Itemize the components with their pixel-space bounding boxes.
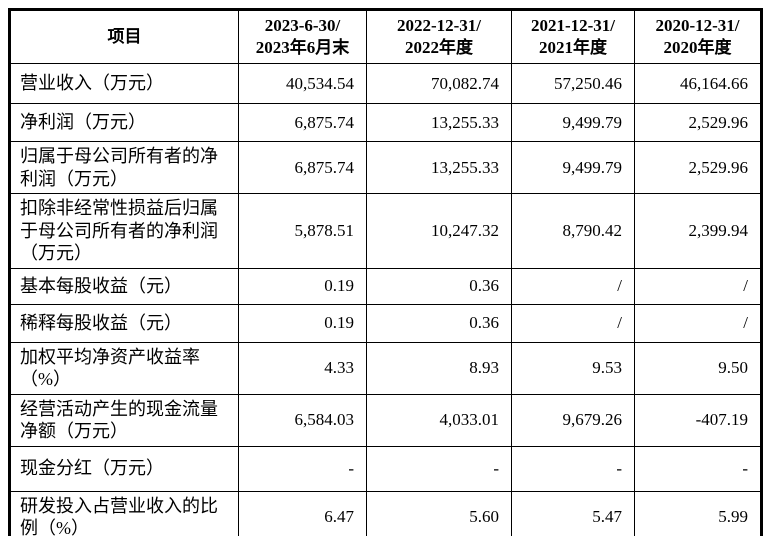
row-value: / xyxy=(634,267,762,305)
header-period-line2: 2022年度 xyxy=(405,38,473,58)
row-value: - xyxy=(238,445,367,492)
row-value: 6,584.03 xyxy=(238,393,367,447)
header-period-2021: 2021-12-31/ 2021年度 xyxy=(511,8,635,65)
row-value: 2,529.96 xyxy=(634,103,762,143)
row-label: 扣除非经常性损益后归属于母公司所有者的净利润（万元） xyxy=(9,193,239,269)
row-label: 净利润（万元） xyxy=(9,103,239,143)
financial-summary-table: 项目 2023-6-30/ 2023年6月末 2022-12-31/ 2022年… xyxy=(8,8,763,536)
row-value: 2,529.96 xyxy=(634,141,762,195)
row-label: 现金分红（万元） xyxy=(9,445,239,492)
row-value: 4,033.01 xyxy=(366,393,512,447)
table-body: 营业收入（万元） 40,534.54 70,082.74 57,250.46 4… xyxy=(9,63,762,536)
table-row: 归属于母公司所有者的净利润（万元） 6,875.74 13,255.33 9,4… xyxy=(9,141,762,195)
row-value: 70,082.74 xyxy=(366,63,512,105)
row-label: 经营活动产生的现金流量净额（万元） xyxy=(9,393,239,447)
header-period-line1: 2023-6-30/ xyxy=(264,16,341,35)
row-value: - xyxy=(366,445,512,492)
row-label: 基本每股收益（元） xyxy=(9,267,239,305)
row-value: 0.19 xyxy=(238,267,367,305)
header-item-label: 项目 xyxy=(9,8,239,65)
row-value: 6.47 xyxy=(238,490,367,536)
header-period-line1: 2020-12-31/ xyxy=(655,16,740,35)
row-value: / xyxy=(634,303,762,343)
row-value: 13,255.33 xyxy=(366,141,512,195)
table-row: 经营活动产生的现金流量净额（万元） 6,584.03 4,033.01 9,67… xyxy=(9,393,762,447)
table-row: 研发投入占营业收入的比例（%） 6.47 5.60 5.47 5.99 xyxy=(9,490,762,536)
row-value: 8.93 xyxy=(366,341,512,395)
table-row: 加权平均净资产收益率（%） 4.33 8.93 9.53 9.50 xyxy=(9,341,762,395)
header-period-2020: 2020-12-31/ 2020年度 xyxy=(634,8,762,65)
row-value: 8,790.42 xyxy=(511,193,635,269)
row-value: 9.53 xyxy=(511,341,635,395)
row-value: 57,250.46 xyxy=(511,63,635,105)
row-value: 2,399.94 xyxy=(634,193,762,269)
row-value: 6,875.74 xyxy=(238,103,367,143)
row-value: 5.47 xyxy=(511,490,635,536)
row-value: 9,499.79 xyxy=(511,141,635,195)
header-row: 项目 2023-6-30/ 2023年6月末 2022-12-31/ 2022年… xyxy=(9,8,762,65)
row-value: 13,255.33 xyxy=(366,103,512,143)
row-value: 4.33 xyxy=(238,341,367,395)
row-label: 研发投入占营业收入的比例（%） xyxy=(9,490,239,536)
row-label: 加权平均净资产收益率（%） xyxy=(9,341,239,395)
row-value: 40,534.54 xyxy=(238,63,367,105)
row-value: - xyxy=(511,445,635,492)
row-value: 5.99 xyxy=(634,490,762,536)
row-value: 0.36 xyxy=(366,303,512,343)
header-period-2022: 2022-12-31/ 2022年度 xyxy=(366,8,512,65)
row-value: / xyxy=(511,303,635,343)
row-value: / xyxy=(511,267,635,305)
table-row: 现金分红（万元） - - - - xyxy=(9,445,762,492)
row-value: 9.50 xyxy=(634,341,762,395)
table-row: 基本每股收益（元） 0.19 0.36 / / xyxy=(9,267,762,305)
table-row: 扣除非经常性损益后归属于母公司所有者的净利润（万元） 5,878.51 10,2… xyxy=(9,193,762,269)
row-value: -407.19 xyxy=(634,393,762,447)
table-row: 营业收入（万元） 40,534.54 70,082.74 57,250.46 4… xyxy=(9,63,762,105)
table-row: 净利润（万元） 6,875.74 13,255.33 9,499.79 2,52… xyxy=(9,103,762,143)
row-value: 10,247.32 xyxy=(366,193,512,269)
header-period-2023: 2023-6-30/ 2023年6月末 xyxy=(238,8,367,65)
row-value: 0.19 xyxy=(238,303,367,343)
row-value: 0.36 xyxy=(366,267,512,305)
header-period-line1: 2022-12-31/ xyxy=(396,16,482,35)
row-value: 6,875.74 xyxy=(238,141,367,195)
row-value: 5,878.51 xyxy=(238,193,367,269)
table-row: 稀释每股收益（元） 0.19 0.36 / / xyxy=(9,303,762,343)
row-label: 营业收入（万元） xyxy=(9,63,239,105)
row-value: 46,164.66 xyxy=(634,63,762,105)
header-period-line2: 2021年度 xyxy=(539,38,607,58)
header-period-line2: 2020年度 xyxy=(663,38,732,58)
header-period-line2: 2023年6月末 xyxy=(255,38,350,58)
row-label: 归属于母公司所有者的净利润（万元） xyxy=(9,141,239,195)
row-label: 稀释每股收益（元） xyxy=(9,303,239,343)
row-value: 9,679.26 xyxy=(511,393,635,447)
row-value: - xyxy=(634,445,762,492)
row-value: 5.60 xyxy=(366,490,512,536)
row-value: 9,499.79 xyxy=(511,103,635,143)
header-period-line1: 2021-12-31/ xyxy=(530,16,616,35)
